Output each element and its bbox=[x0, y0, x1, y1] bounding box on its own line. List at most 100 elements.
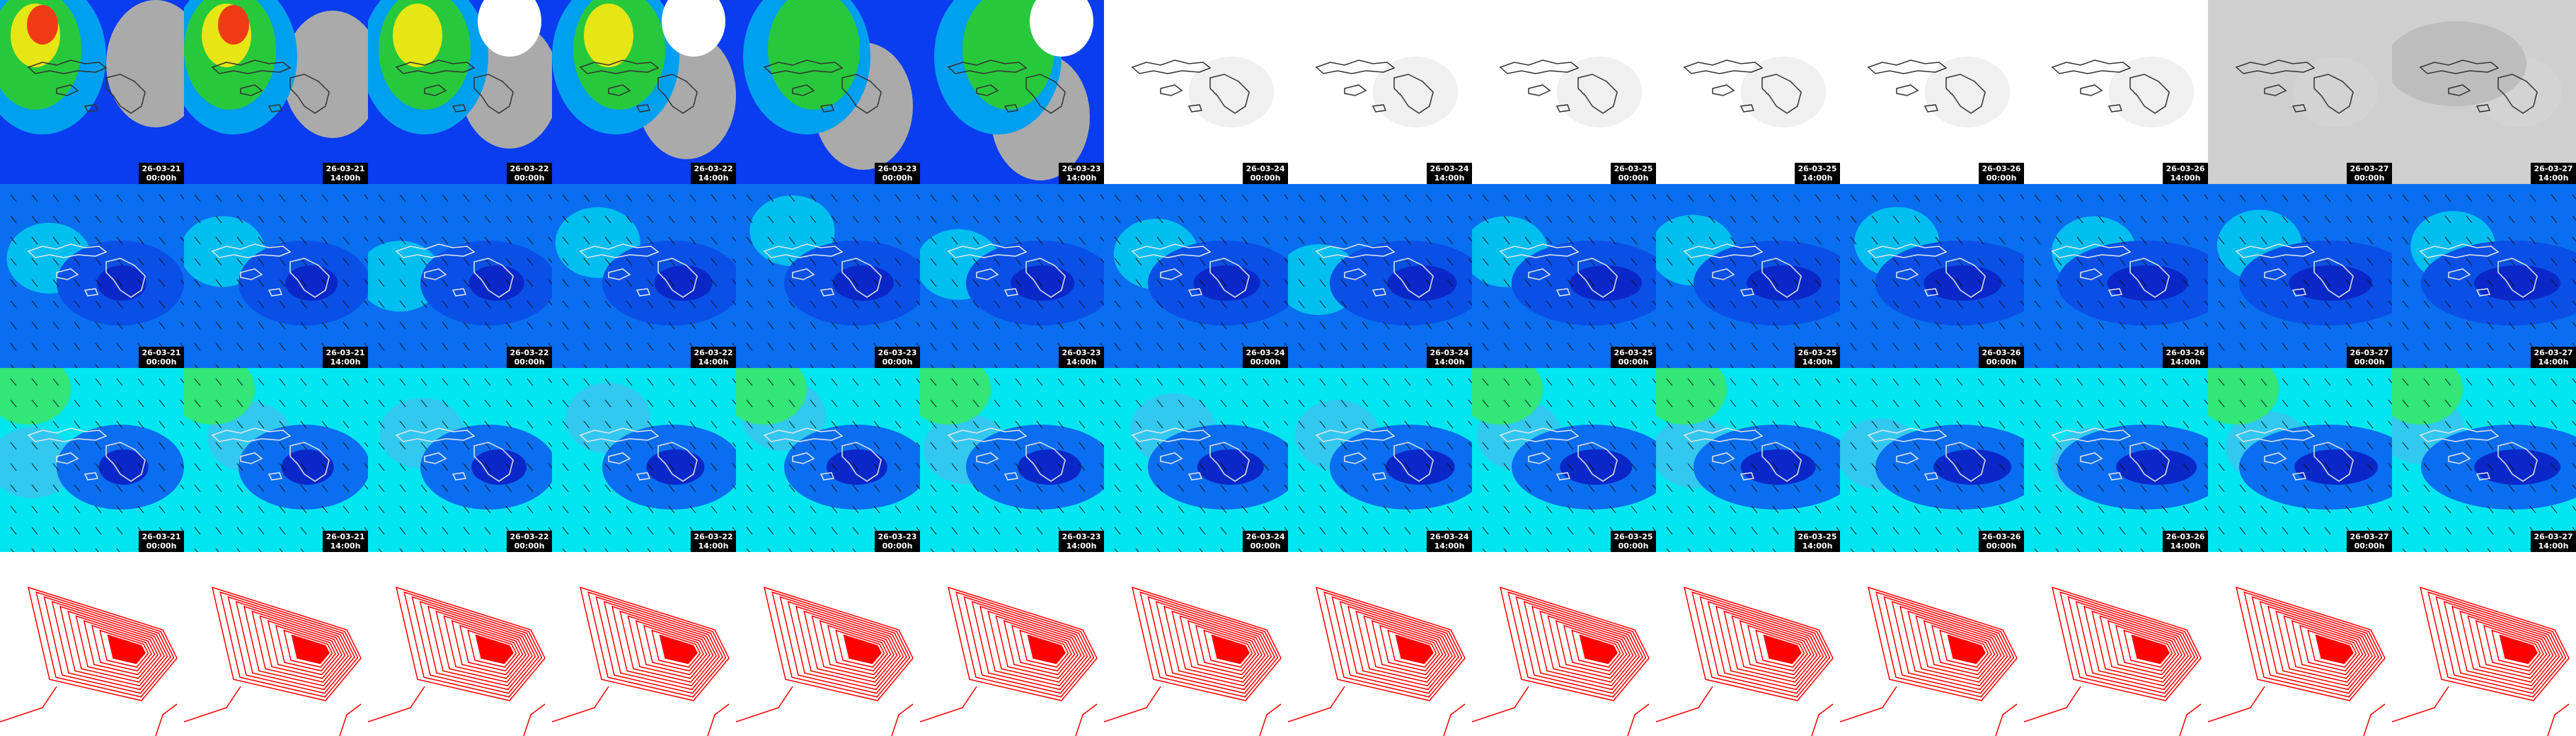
date-label: 26-03-25 bbox=[1614, 532, 1652, 541]
pressure-contour bbox=[451, 620, 524, 676]
time-label: 00:00h bbox=[1986, 541, 2017, 551]
island-outline bbox=[395, 59, 514, 114]
pressure-contour bbox=[2483, 624, 2544, 672]
time-label-box bbox=[1795, 347, 1840, 368]
time-label: 14:00h bbox=[1802, 173, 1833, 183]
time-label-box bbox=[139, 347, 184, 368]
pressure-contour bbox=[2139, 639, 2167, 661]
island-outline bbox=[211, 427, 330, 482]
time-label: 00:00h bbox=[882, 357, 913, 367]
pressure-contour bbox=[227, 596, 355, 694]
island-outline bbox=[763, 427, 882, 482]
date-label: 26-03-21 bbox=[326, 532, 364, 541]
pressure-contour bbox=[827, 624, 888, 672]
time-label-box bbox=[1979, 347, 2024, 368]
pressure-contour bbox=[2467, 615, 2551, 679]
time-label: 00:00h bbox=[514, 173, 545, 183]
pressure-contour bbox=[411, 596, 539, 694]
pressure-contour bbox=[2091, 610, 2186, 683]
pressure-contour bbox=[2507, 639, 2535, 661]
time-label-box bbox=[2347, 347, 2392, 368]
pressure-contour bbox=[483, 639, 511, 661]
pressure-contour bbox=[2123, 629, 2173, 668]
date-label: 26-03-24 bbox=[1430, 348, 1468, 357]
pressure-contour bbox=[1315, 586, 1466, 701]
time-label: 00:00h bbox=[1618, 357, 1649, 367]
time-label: 00:00h bbox=[2354, 357, 2385, 367]
time-label-box bbox=[2347, 163, 2392, 184]
time-label: 14:00h bbox=[1802, 357, 1833, 367]
time-label: 00:00h bbox=[514, 541, 545, 551]
pressure-contour bbox=[2059, 591, 2199, 698]
date-label: 26-03-23 bbox=[878, 164, 916, 173]
island-outline bbox=[27, 59, 146, 114]
pressure-contour bbox=[419, 601, 536, 691]
pressure-contour bbox=[971, 601, 1088, 691]
pressure-contour bbox=[763, 586, 914, 701]
time-label-box bbox=[1427, 531, 1472, 552]
pressure-contour bbox=[651, 629, 701, 668]
island-outline bbox=[2051, 427, 2170, 482]
island-outline bbox=[1315, 243, 1434, 298]
time-label: 14:00h bbox=[1434, 173, 1465, 183]
island-outline bbox=[1683, 243, 1802, 298]
island-outline bbox=[27, 243, 146, 298]
time-label-box bbox=[1795, 531, 1840, 552]
map-tile bbox=[1288, 552, 1472, 736]
island-outline bbox=[579, 243, 698, 298]
time-label-box bbox=[1979, 163, 2024, 184]
pressure-contour bbox=[2275, 610, 2370, 683]
pressure-contour bbox=[368, 686, 546, 736]
pressure-contour bbox=[811, 615, 895, 679]
pressure-contour bbox=[1547, 615, 1631, 679]
pressure-contour bbox=[1867, 586, 2018, 701]
pressure-contour bbox=[1539, 610, 1634, 683]
pressure-contour bbox=[635, 620, 708, 676]
date-label: 26-03-27 bbox=[2350, 532, 2388, 541]
island-outline bbox=[763, 243, 882, 298]
pressure-contour bbox=[1739, 620, 1812, 676]
date-label: 26-03-24 bbox=[1430, 164, 1468, 173]
pressure-contour bbox=[2299, 624, 2360, 672]
pressure-contour bbox=[243, 605, 349, 686]
pressure-contour bbox=[299, 639, 327, 661]
time-label: 14:00h bbox=[2170, 541, 2201, 551]
date-label: 26-03-22 bbox=[510, 348, 548, 357]
date-label: 26-03-26 bbox=[2166, 532, 2204, 541]
time-label-box bbox=[507, 531, 552, 552]
pressure-contour bbox=[1531, 605, 1637, 686]
pressure-contour bbox=[987, 610, 1082, 683]
pressure-contour bbox=[1515, 596, 1643, 694]
pressure-contour bbox=[211, 586, 362, 701]
pressure-contour bbox=[851, 639, 879, 661]
date-label: 26-03-26 bbox=[2166, 164, 2204, 173]
time-label-box bbox=[2163, 347, 2208, 368]
pressure-contour bbox=[1323, 591, 1463, 698]
date-label: 26-03-21 bbox=[142, 164, 180, 173]
island-outline bbox=[27, 427, 146, 482]
island-outline bbox=[1499, 427, 1618, 482]
pressure-contour bbox=[1339, 601, 1456, 691]
time-label-box bbox=[1979, 531, 2024, 552]
pressure-contour bbox=[435, 610, 530, 683]
pressure-contour bbox=[427, 605, 533, 686]
pressure-contour bbox=[2392, 686, 2570, 736]
time-label-box bbox=[507, 347, 552, 368]
map-tile bbox=[1656, 552, 1840, 736]
pressure-contour bbox=[1715, 605, 1821, 686]
time-label: 00:00h bbox=[1250, 357, 1281, 367]
pressure-contour bbox=[1731, 615, 1815, 679]
pressure-contour bbox=[955, 591, 1095, 698]
island-outline bbox=[1315, 59, 1434, 114]
pressure-contour bbox=[1104, 686, 1282, 736]
pressure-contour bbox=[736, 686, 914, 736]
island-outline bbox=[1867, 243, 1986, 298]
